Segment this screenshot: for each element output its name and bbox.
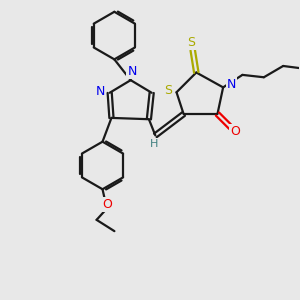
Text: S: S <box>187 36 195 49</box>
Text: N: N <box>227 79 236 92</box>
Text: N: N <box>95 85 105 98</box>
Text: H: H <box>150 139 158 149</box>
Text: S: S <box>164 84 172 97</box>
Text: O: O <box>102 199 112 212</box>
Text: O: O <box>230 125 240 138</box>
Text: N: N <box>128 65 137 78</box>
